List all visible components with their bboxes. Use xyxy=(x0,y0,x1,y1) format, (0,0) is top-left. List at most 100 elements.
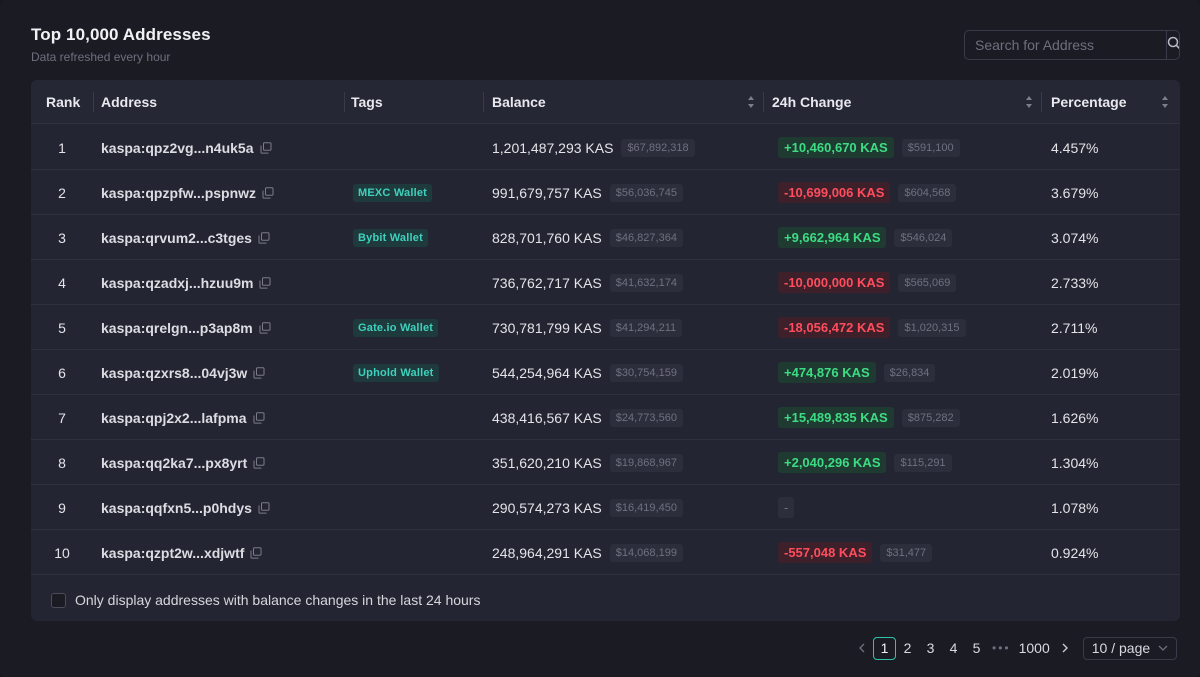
page-ellipsis[interactable]: ••• xyxy=(992,641,1011,655)
balance-change-checkbox[interactable] xyxy=(51,592,66,608)
wallet-tag: MEXC Wallet xyxy=(353,183,433,202)
sort-icon[interactable] xyxy=(1025,95,1033,109)
page-button-3[interactable]: 3 xyxy=(926,640,935,656)
address-link[interactable]: kaspa:qrvum2...c3tges xyxy=(101,229,252,246)
copy-icon[interactable] xyxy=(262,186,274,199)
rank-cell: 9 xyxy=(58,499,66,516)
tags-cell: Uphold Wallet xyxy=(353,350,439,395)
address-link[interactable]: kaspa:qzxrs8...04vj3w xyxy=(101,364,248,381)
page-button-last[interactable]: 1000 xyxy=(1018,640,1050,656)
prev-page-button[interactable] xyxy=(850,637,873,660)
next-page-button[interactable] xyxy=(1054,637,1077,660)
copy-icon[interactable] xyxy=(259,321,271,334)
address-link[interactable]: kaspa:qrelgn...p3ap8m xyxy=(101,319,253,336)
balance-value: 828,701,760 KAS xyxy=(492,229,602,246)
balance-usd: $56,036,745 xyxy=(609,183,683,202)
address-link[interactable]: kaspa:qpj2x2...lafpma xyxy=(101,409,247,426)
address-link[interactable]: kaspa:qzadxj...hzuu9m xyxy=(101,274,254,291)
table-row[interactable]: 8 kaspa:qq2ka7...px8yrt 351,620,210 KAS $19… xyxy=(31,440,1180,485)
rank-cell: 2 xyxy=(58,184,66,201)
change-cell: +10,460,670 KAS $591,100 xyxy=(778,125,960,170)
table-row[interactable]: 6 kaspa:qzxrs8...04vj3w Uphold Wallet 544,2… xyxy=(31,350,1180,395)
table-row[interactable]: 5 kaspa:qrelgn...p3ap8m Gate.io Wallet 730,… xyxy=(31,305,1180,350)
change-value: +10,460,670 KAS xyxy=(778,137,894,158)
copy-icon[interactable] xyxy=(250,546,262,559)
sort-icon[interactable] xyxy=(747,95,755,109)
address-link[interactable]: kaspa:qqfxn5...p0hdys xyxy=(101,499,252,516)
balance-cell: 1,201,487,293 KAS $67,892,318 xyxy=(492,125,695,170)
column-header-balance[interactable]: Balance xyxy=(492,80,762,124)
rank-cell: 7 xyxy=(58,409,66,426)
change-cell: +474,876 KAS $26,834 xyxy=(778,350,936,395)
change-value: -10,000,000 KAS xyxy=(778,272,891,293)
rank-cell: 5 xyxy=(58,319,66,336)
table-row[interactable]: 4 kaspa:qzadxj...hzuu9m 736,762,717 KAS $41… xyxy=(31,260,1180,305)
rank-cell: 6 xyxy=(58,364,66,381)
column-header-24h-change[interactable]: 24h Change xyxy=(772,80,1032,124)
change-usd: $26,834 xyxy=(883,363,936,382)
column-divider xyxy=(763,92,764,112)
balance-value: 544,254,964 KAS xyxy=(492,364,602,381)
copy-icon[interactable] xyxy=(259,276,271,289)
address-link[interactable]: kaspa:qpzpfw...pspnwz xyxy=(101,184,257,201)
copy-icon[interactable] xyxy=(253,456,265,469)
copy-icon[interactable] xyxy=(253,411,265,424)
search-button[interactable] xyxy=(1166,31,1179,59)
table-row[interactable]: 9 kaspa:qqfxn5...p0hdys 290,574,273 KAS $16… xyxy=(31,485,1180,530)
change-value: -557,048 KAS xyxy=(778,542,873,563)
rank-cell: 1 xyxy=(58,139,66,156)
page-size-select[interactable]: 10 / page xyxy=(1082,636,1178,660)
change-value: +474,876 KAS xyxy=(778,362,876,383)
balance-change-filter[interactable]: Only display addresses with balance chan… xyxy=(51,590,480,610)
copy-icon[interactable] xyxy=(253,366,265,379)
table-row[interactable]: 7 kaspa:qpj2x2...lafpma 438,416,567 KAS $24… xyxy=(31,395,1180,440)
copy-icon[interactable] xyxy=(260,141,272,154)
tags-cell: Gate.io Wallet xyxy=(353,305,439,350)
balance-cell: 828,701,760 KAS $46,827,364 xyxy=(492,215,683,260)
table-row[interactable]: 2 kaspa:qpzpfw...pspnwz MEXC Wallet 991,679… xyxy=(31,170,1180,215)
address-link[interactable]: kaspa:qzpt2w...xdjwtf xyxy=(101,544,245,561)
balance-cell: 991,679,757 KAS $56,036,745 xyxy=(492,170,683,215)
table-row[interactable]: 3 kaspa:qrvum2...c3tges Bybit Wallet 828,70… xyxy=(31,215,1180,260)
address-cell: kaspa:qpzpfw...pspnwz xyxy=(101,170,274,215)
wallet-tag: Uphold Wallet xyxy=(353,363,439,382)
search-input[interactable] xyxy=(965,31,1166,59)
page-button-4[interactable]: 4 xyxy=(949,640,958,656)
change-usd: $591,100 xyxy=(901,138,960,157)
balance-usd: $41,632,174 xyxy=(609,273,683,292)
address-cell: kaspa:qpz2vg...n4uk5a xyxy=(101,125,272,170)
copy-icon[interactable] xyxy=(258,501,270,514)
table-row[interactable]: 10 kaspa:qzpt2w...xdjwtf 248,964,291 KAS $1… xyxy=(31,530,1180,575)
change-usd: $1,020,315 xyxy=(898,318,966,337)
column-header-percentage-label: Percentage xyxy=(1051,94,1127,110)
sort-icon[interactable] xyxy=(1161,95,1169,109)
address-cell: kaspa:qqfxn5...p0hdys xyxy=(101,485,270,530)
change-cell: -10,000,000 KAS $565,069 xyxy=(778,260,957,305)
balance-value: 1,201,487,293 KAS xyxy=(492,139,614,156)
change-cell: +15,489,835 KAS $875,282 xyxy=(778,395,960,440)
chevron-right-icon xyxy=(1061,640,1069,656)
address-cell: kaspa:qrvum2...c3tges xyxy=(101,215,270,260)
copy-icon[interactable] xyxy=(258,231,270,244)
addresses-table: Rank Address Tags Balance 24h Change Per… xyxy=(31,80,1180,621)
column-header-percentage[interactable]: Percentage xyxy=(1051,80,1171,124)
balance-value: 730,781,799 KAS xyxy=(492,319,602,336)
address-cell: kaspa:qzpt2w...xdjwtf xyxy=(101,530,262,575)
page-button-2[interactable]: 2 xyxy=(903,640,912,656)
balance-usd: $41,294,211 xyxy=(609,318,683,337)
tags-cell: Bybit Wallet xyxy=(353,215,428,260)
address-link[interactable]: kaspa:qpz2vg...n4uk5a xyxy=(101,139,254,156)
page-button-1[interactable]: 1 xyxy=(873,636,896,660)
table-row[interactable]: 1 kaspa:qpz2vg...n4uk5a 1,201,487,293 KAS $… xyxy=(31,125,1180,170)
percentage-cell: 3.679% xyxy=(1051,184,1099,201)
balance-usd: $67,892,318 xyxy=(621,138,695,157)
change-usd: $875,282 xyxy=(901,408,960,427)
page-size-value: 10 / page xyxy=(1091,640,1151,656)
change-cell: -18,056,472 KAS $1,020,315 xyxy=(778,305,966,350)
balance-usd: $30,754,159 xyxy=(609,363,683,382)
page-button-5[interactable]: 5 xyxy=(972,640,981,656)
chevron-left-icon xyxy=(858,640,866,656)
column-header-tags: Tags xyxy=(351,94,383,110)
address-link[interactable]: kaspa:qq2ka7...px8yrt xyxy=(101,454,248,471)
